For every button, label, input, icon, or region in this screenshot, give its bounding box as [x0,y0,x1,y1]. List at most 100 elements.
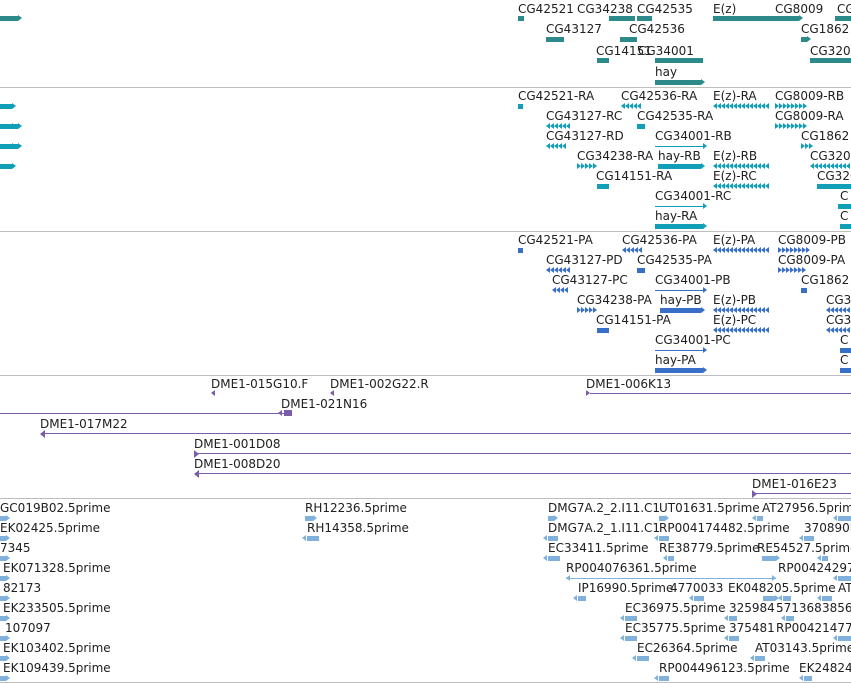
est-block[interactable] [625,616,637,621]
exon-chevron[interactable] [846,327,850,333]
exon-chevron[interactable] [782,267,786,273]
exon-chevron[interactable] [826,163,830,169]
feature-line[interactable] [756,493,851,494]
exon-chevron[interactable] [737,163,741,169]
exon-chevron[interactable] [725,247,729,253]
exon-chevron[interactable] [795,123,799,129]
est-arrow-left-icon[interactable] [750,655,754,661]
exon-chevron[interactable] [791,103,795,109]
exon-chevron[interactable] [562,123,566,129]
arrow-left-icon[interactable] [194,470,199,478]
exon-chevron[interactable] [783,123,787,129]
est-arrow-left-icon[interactable] [573,595,577,601]
exon-chevron[interactable] [725,307,729,313]
exon-chevron[interactable] [757,103,761,109]
est-arrow-left-icon[interactable] [654,675,658,681]
feature-label[interactable]: E(z)-PB [713,293,757,307]
feature-block[interactable] [637,16,652,21]
feature-label[interactable]: E(z)-PC [713,313,757,327]
est-arrow-left-icon[interactable] [620,615,624,621]
feature-label[interactable]: UT01631.5prime [659,501,760,515]
feature-block[interactable] [637,268,645,273]
feature-label[interactable]: RH12236.5prime [305,501,407,515]
feature-line[interactable] [590,393,851,394]
feature-label[interactable]: E(z)-RC [713,169,757,183]
exon-chevron[interactable] [733,103,737,109]
exon-chevron[interactable] [721,103,725,109]
exon-chevron[interactable] [585,307,589,313]
exon-chevron[interactable] [577,307,581,313]
exon-chevron[interactable] [729,247,733,253]
est-arrow-right-icon[interactable] [6,555,10,561]
feature-label[interactable]: 370890E [804,521,851,535]
exon-chevron[interactable] [741,103,745,109]
feature-label[interactable]: RE38779.5prime [659,541,760,555]
feature-label[interactable]: CG8009 [775,2,824,16]
exon-chevron[interactable] [729,307,733,313]
feature-label[interactable]: RP004076361.5prime [566,561,697,575]
exon-chevron[interactable] [717,183,721,189]
exon-chevron[interactable] [733,163,737,169]
est-block[interactable] [0,576,6,581]
feature-label[interactable]: hay-RA [655,209,698,223]
exon-chevron[interactable] [834,327,838,333]
exon-chevron[interactable] [562,143,566,149]
feature-block[interactable] [713,16,799,21]
exon-chevron[interactable] [589,307,593,313]
est-block[interactable] [694,596,704,601]
est-block[interactable] [548,536,558,541]
feature-label[interactable]: CG14151 [596,44,652,58]
est-arrow-left-icon[interactable] [724,615,728,621]
exon-chevron[interactable] [818,163,822,169]
arrow-left-icon[interactable] [40,430,45,438]
exon-chevron[interactable] [581,163,585,169]
est-block[interactable] [755,656,765,661]
arrow-right-icon[interactable] [194,450,199,458]
exon-chevron[interactable] [581,307,585,313]
feature-label[interactable]: CG8009-RA [775,109,844,123]
est-arrow-right-icon[interactable] [6,575,10,581]
feature-label[interactable]: CG3 [826,313,851,327]
feature-label[interactable]: 4770033 [670,581,724,595]
exon-chevron[interactable] [721,307,725,313]
exon-chevron[interactable] [799,123,803,129]
feature-label[interactable]: CG42521-RA [518,89,595,103]
exon-chevron[interactable] [802,247,806,253]
exon-chevron[interactable] [842,307,846,313]
est-block[interactable] [0,516,6,521]
exon-chevron[interactable] [550,123,554,129]
feature-block[interactable] [597,58,609,63]
est-arrow-left-icon[interactable] [799,675,803,681]
exon-chevron[interactable] [802,267,806,273]
est-arrow-left-icon[interactable] [781,615,785,621]
feature-label[interactable]: CG14151-PA [596,313,671,327]
est-arrow-left-icon[interactable] [620,635,624,641]
feature-label[interactable]: CG1862 [801,129,850,143]
exon-chevron[interactable] [717,247,721,253]
est-block[interactable] [0,596,6,601]
exon-chevron[interactable] [622,247,626,253]
exon-chevron[interactable] [834,163,838,169]
feature-block[interactable] [0,164,12,169]
feature-block[interactable] [655,80,701,85]
feature-block[interactable] [609,16,635,21]
est-block[interactable] [729,636,739,641]
exon-chevron[interactable] [741,247,745,253]
feature-label[interactable]: 107097 [5,621,51,635]
est-block[interactable] [548,516,554,521]
exon-chevron[interactable] [803,103,807,109]
est-block[interactable] [762,556,776,561]
feature-block[interactable] [597,328,609,333]
exon-chevron[interactable] [838,307,842,313]
feature-label[interactable]: CG42536 [629,22,685,36]
exon-chevron[interactable] [778,247,782,253]
exon-chevron[interactable] [787,103,791,109]
est-block[interactable] [0,536,6,541]
feature-label[interactable]: DME1-021N16 [281,397,368,411]
feature-label[interactable]: RH14358.5prime [307,521,409,535]
exon-chevron[interactable] [552,287,556,293]
est-arrow-left-icon[interactable] [632,655,636,661]
feature-block[interactable] [546,37,564,42]
est-arrow-right-icon[interactable] [6,615,10,621]
feature-label[interactable]: AT03143.5prime [755,641,851,655]
